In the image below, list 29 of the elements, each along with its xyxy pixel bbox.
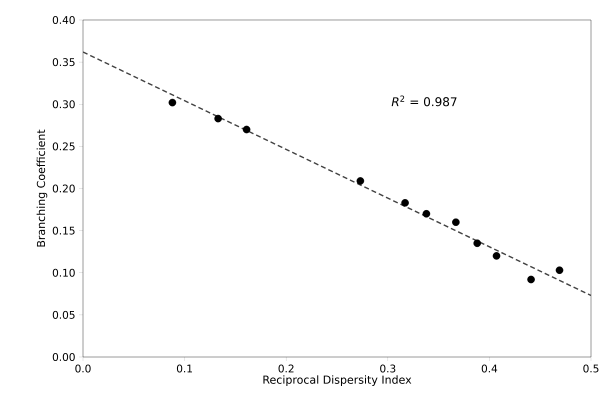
annotation: R$^{2}$ = 0.987 [392,96,456,106]
y-tick-label: 0.20 [52,184,75,192]
x-tick-label: 0.4 [482,364,498,372]
point [242,126,250,134]
y-tick-label: 0.05 [52,310,75,319]
point [214,114,222,122]
point [422,210,430,218]
point [452,218,460,226]
y-tick-label: 0.15 [52,226,75,235]
x-tick-label: 0.1 [176,364,192,372]
point [556,266,564,274]
y-tick-label: 0.25 [52,142,75,150]
y-tick-label: 0.30 [52,100,75,108]
y-tick-label: 0.35 [52,58,75,66]
point [168,98,176,106]
y-axis-title: Branching Coefficient [36,130,48,247]
point [527,276,535,284]
y-tick-label: 0.10 [52,268,75,277]
point [492,252,500,260]
x-tick-label: 0.0 [75,364,91,372]
x-tick-label: 0.2 [278,364,294,372]
point [473,239,482,248]
point [356,177,364,185]
y-tick-label: 0.40 [52,16,75,24]
x-tick-label: 0.3 [380,364,396,372]
point [401,199,409,207]
x-tick-label: 0.5 [583,364,598,372]
y-tick-label: 0.00 [52,353,75,361]
x-axis-title: Reciprocal Dispersity Index [263,375,412,386]
